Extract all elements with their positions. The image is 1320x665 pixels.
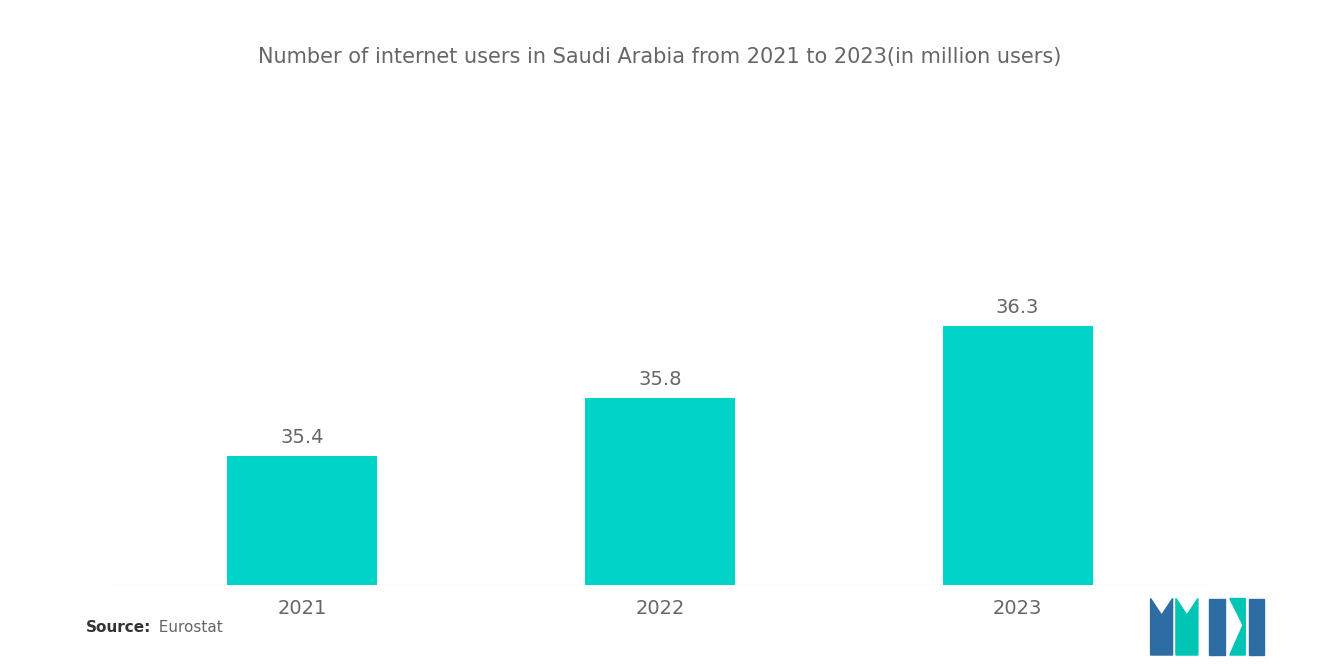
- Text: 35.8: 35.8: [639, 370, 681, 389]
- Text: Number of internet users in Saudi Arabia from 2021 to 2023(in million users): Number of internet users in Saudi Arabia…: [259, 47, 1061, 66]
- Bar: [227, 456, 378, 585]
- Polygon shape: [1151, 598, 1172, 655]
- Text: Source:: Source:: [86, 620, 152, 635]
- Text: 36.3: 36.3: [997, 298, 1039, 317]
- Polygon shape: [1230, 598, 1245, 655]
- Bar: [942, 326, 1093, 585]
- Polygon shape: [1249, 598, 1263, 655]
- Bar: [585, 398, 735, 585]
- Polygon shape: [1209, 598, 1225, 655]
- Text: Eurostat: Eurostat: [149, 620, 223, 635]
- Text: 35.4: 35.4: [281, 428, 325, 447]
- Polygon shape: [1176, 598, 1199, 655]
